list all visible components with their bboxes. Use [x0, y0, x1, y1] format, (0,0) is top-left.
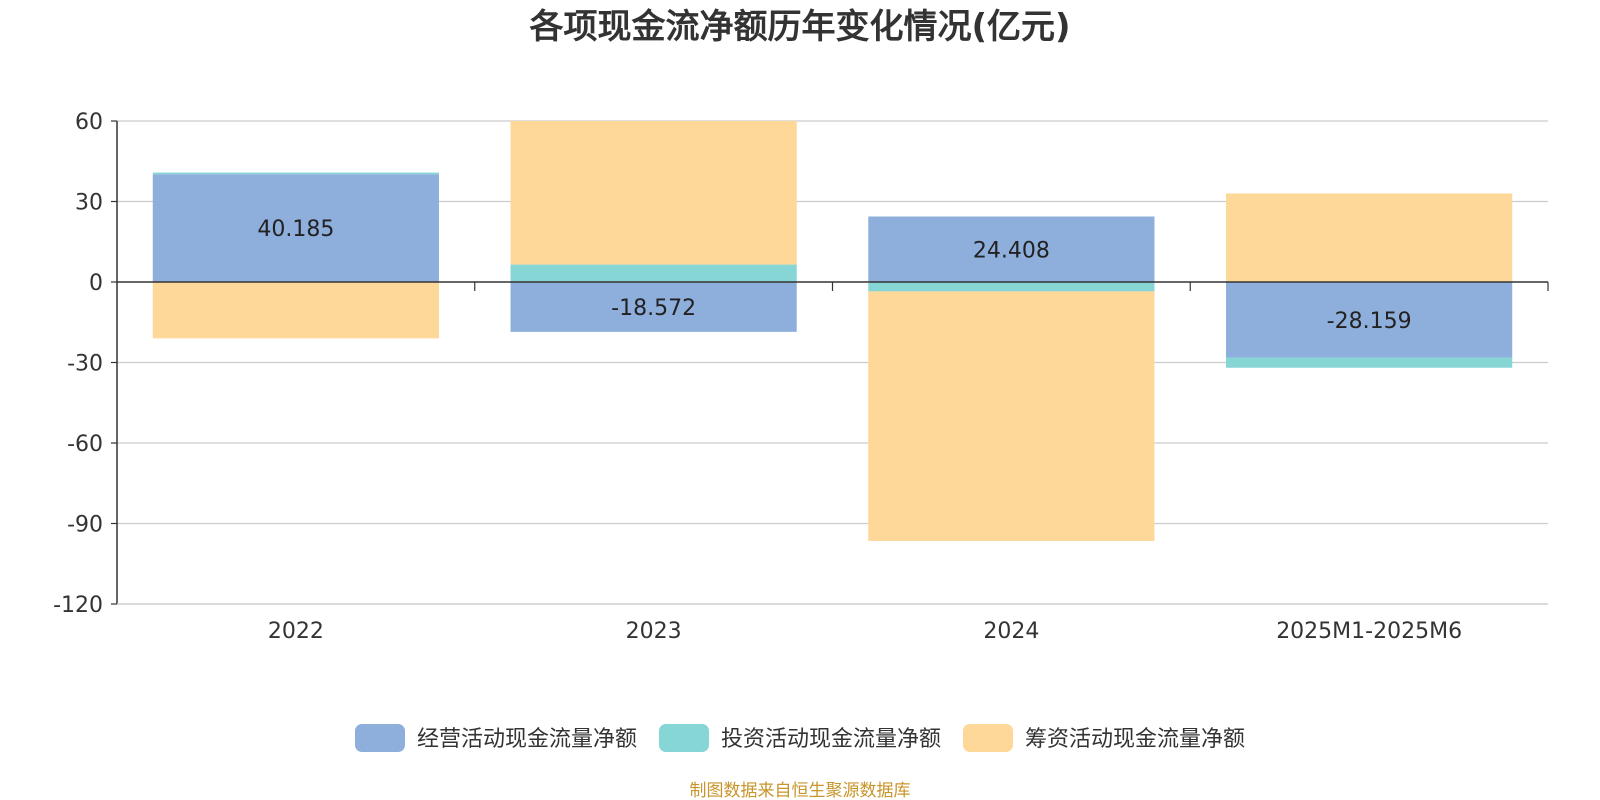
x-tick-label: 2024	[983, 619, 1039, 644]
bar-2-2025M1-2025M6[interactable]	[1226, 357, 1513, 368]
y-tick-label: 60	[75, 110, 103, 135]
bar-1-2022[interactable]	[152, 174, 439, 282]
legend-label[interactable]: 筹资活动现金流量净额	[1025, 727, 1245, 752]
legend-swatch[interactable]	[659, 724, 709, 752]
bar-1-2025M1-2025M6[interactable]	[1226, 282, 1513, 358]
source-note: 制图数据来自恒生聚源数据库	[690, 781, 911, 800]
bar-3-2022[interactable]	[152, 282, 439, 339]
bars	[152, 121, 1513, 541]
y-tick-label: -120	[53, 593, 103, 618]
data-label: 24.408	[973, 238, 1050, 263]
x-tick-label: 2022	[268, 619, 324, 644]
data-label: -18.572	[611, 296, 696, 321]
data-label: 40.185	[257, 217, 334, 242]
bar-2-2024[interactable]	[868, 282, 1155, 292]
data-label: -28.159	[1327, 309, 1412, 334]
legend-label[interactable]: 投资活动现金流量净额	[721, 727, 941, 752]
bar-2-2022[interactable]	[152, 172, 439, 175]
y-tick-label: -90	[67, 513, 103, 538]
x-tick-label: 2023	[626, 619, 682, 644]
y-tick-label: 0	[89, 271, 103, 296]
legend[interactable]: 经营活动现金流量净额 投资活动现金流量净额 筹资活动现金流量净额	[355, 724, 1245, 752]
legend-swatch[interactable]	[963, 724, 1013, 752]
data-labels: 40.185 -18.572 24.408 -28.159	[257, 217, 1411, 334]
legend-label[interactable]: 经营活动现金流量净额	[417, 727, 637, 752]
y-tick-label: 30	[75, 191, 103, 216]
chart-title: 各项现金流净额历年变化情况(亿元)	[529, 7, 1070, 47]
bar-1-2023[interactable]	[510, 282, 797, 332]
y-tick-label: -30	[67, 352, 103, 377]
bar-3-2024[interactable]	[868, 291, 1155, 541]
bar-3-2023[interactable]	[510, 121, 797, 265]
bar-2-2023[interactable]	[510, 264, 797, 282]
bar-1-2024[interactable]	[868, 216, 1155, 282]
legend-swatch[interactable]	[355, 724, 405, 752]
x-tick-label: 2025M1-2025M6	[1276, 619, 1462, 644]
y-tick-label: -60	[67, 432, 103, 457]
axes: 60 30 0 -30 -60 -90 -120 2022 2023 2024 2025M1-202…	[53, 110, 1549, 644]
bar-3-2025M1-2025M6[interactable]	[1226, 193, 1513, 282]
